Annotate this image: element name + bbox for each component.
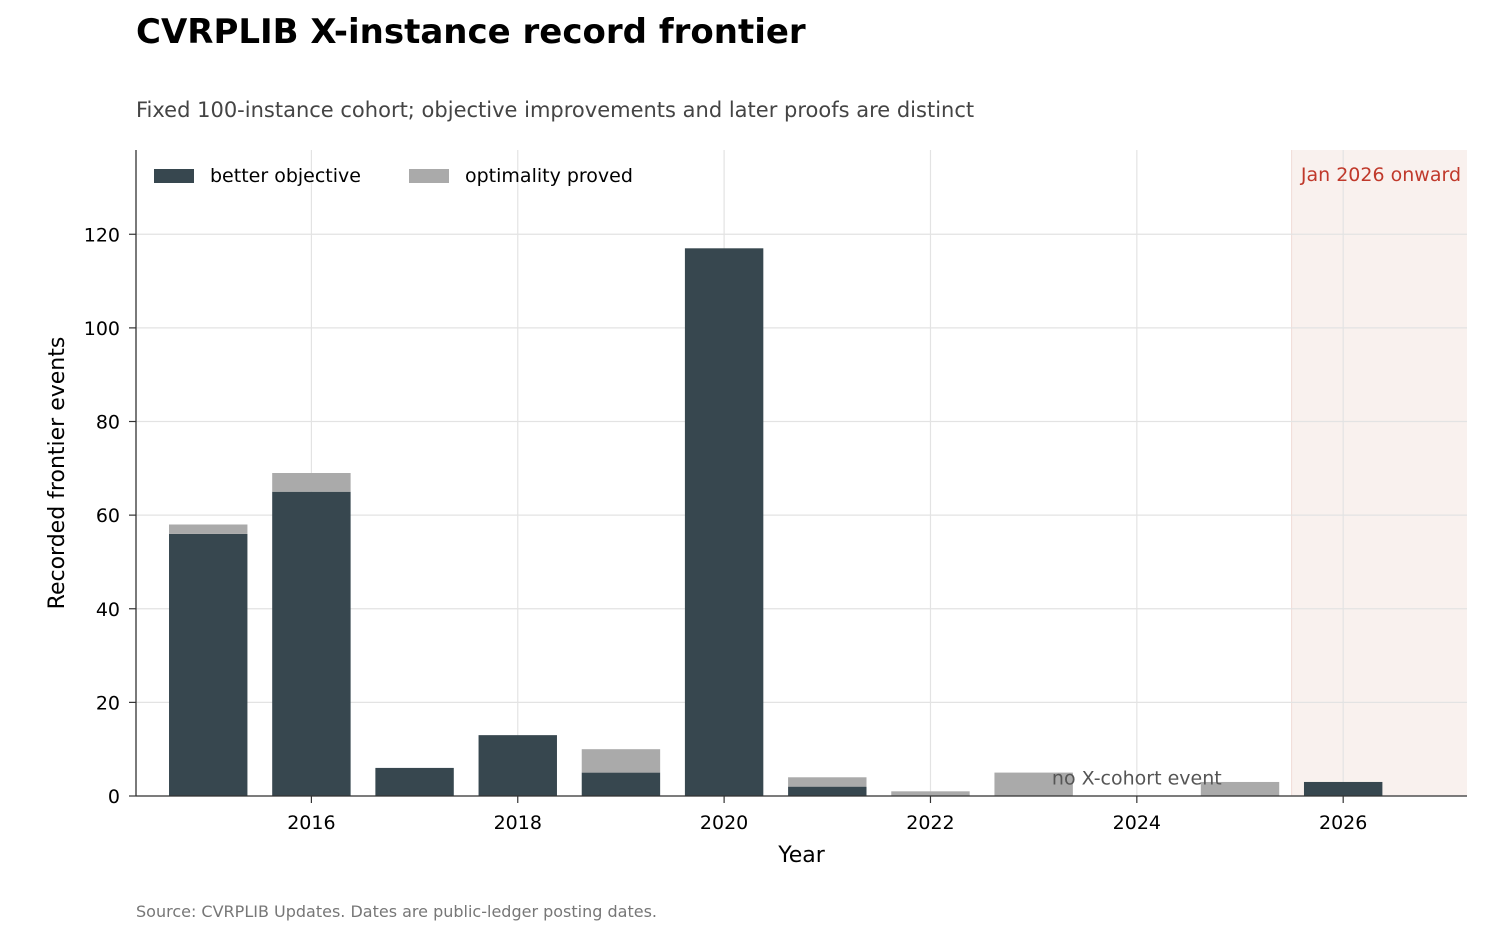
chart-subtitle: Fixed 100-instance cohort; objective imp… <box>136 98 975 122</box>
legend-swatch <box>154 169 194 183</box>
bar-optimality-proved <box>994 772 1073 796</box>
bar-better-objective <box>375 767 454 796</box>
source-note: Source: CVRPLIB Updates. Dates are publi… <box>136 902 657 921</box>
x-tick-label: 2022 <box>906 812 954 834</box>
bar-better-objective <box>684 248 764 797</box>
x-tick-label: 2020 <box>700 812 748 834</box>
legend-swatch <box>409 169 449 183</box>
bar-better-objective <box>1303 781 1383 796</box>
y-tick-label: 80 <box>96 412 120 434</box>
y-tick-label: 0 <box>108 786 120 808</box>
y-tick-label: 120 <box>84 224 120 246</box>
legend-label: optimality proved <box>465 165 633 187</box>
bar-better-objective <box>272 491 351 796</box>
legend-label: better objective <box>210 165 361 187</box>
y-tick-label: 20 <box>96 692 120 714</box>
shaded-region <box>1291 150 1467 796</box>
bar-better-objective <box>169 533 248 796</box>
bar-optimality-proved <box>581 749 661 773</box>
x-tick-label: 2026 <box>1319 812 1367 834</box>
bar-better-objective <box>788 786 867 796</box>
y-tick-label: 100 <box>84 318 120 340</box>
y-tick-label: 60 <box>96 505 120 527</box>
y-axis-label: Recorded frontier events <box>45 337 70 610</box>
x-tick-label: 2018 <box>494 812 542 834</box>
bar-optimality-proved <box>891 791 970 796</box>
bar-optimality-proved <box>1200 781 1280 796</box>
bar-optimality-proved <box>272 473 351 492</box>
x-tick-label: 2016 <box>287 812 335 834</box>
shaded-region-label: Jan 2026 onward <box>1300 164 1461 186</box>
bar-optimality-proved <box>169 524 248 534</box>
x-axis-label: Year <box>777 843 826 868</box>
x-tick-label: 2024 <box>1113 812 1161 834</box>
bar-better-objective <box>478 735 557 796</box>
bar-optimality-proved <box>788 777 867 787</box>
bar-better-objective <box>581 772 661 796</box>
annotation: no X-cohort event <box>1052 767 1222 789</box>
y-tick-label: 40 <box>96 599 120 621</box>
chart-title: CVRPLIB X-instance record frontier <box>136 12 806 52</box>
